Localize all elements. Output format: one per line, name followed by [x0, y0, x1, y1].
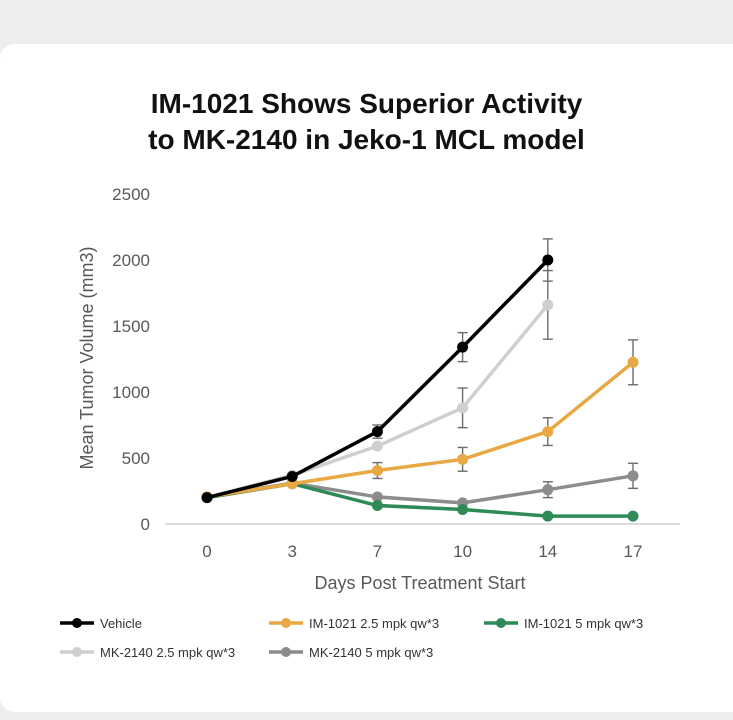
legend-item: IM-1021 2.5 mpk qw*3 [269, 616, 439, 631]
series-4 [201, 462, 639, 509]
legend-item: MK-2140 5 mpk qw*3 [269, 645, 433, 660]
legend-swatch-marker [496, 618, 506, 628]
series-layer [201, 238, 639, 522]
series-line [206, 360, 635, 499]
data-point [371, 500, 383, 512]
data-point [457, 341, 469, 353]
data-point [286, 470, 298, 482]
x-tick-label: 10 [453, 542, 472, 561]
data-point [371, 426, 383, 438]
y-tick-label: 2500 [112, 185, 150, 204]
legend-swatch-marker [72, 647, 82, 657]
series-1 [201, 339, 639, 503]
y-axis-ticks: 0 500 1000 1500 2000 2500 [112, 185, 150, 534]
y-tick-label: 0 [141, 515, 150, 534]
legend-label: MK-2140 5 mpk qw*3 [309, 645, 433, 660]
x-tick-label: 17 [624, 542, 643, 561]
data-point [542, 254, 554, 266]
data-point [201, 492, 213, 504]
legend-label: IM-1021 2.5 mpk qw*3 [309, 616, 439, 631]
chart-card [0, 44, 733, 712]
data-point [627, 510, 639, 522]
y-tick-label: 500 [122, 449, 150, 468]
chart-title-line-2: to MK-2140 in Jeko-1 MCL model [148, 124, 585, 155]
data-point [542, 484, 554, 496]
data-point [627, 356, 639, 368]
x-tick-label: 0 [202, 542, 211, 561]
data-point [627, 470, 639, 482]
y-tick-label: 1500 [112, 317, 150, 336]
legend: Vehicle IM-1021 2.5 mpk qw*3 IM-1021 5 mpk… [60, 616, 643, 660]
data-point [457, 503, 469, 515]
x-tick-label: 14 [538, 542, 557, 561]
legend-item: MK-2140 2.5 mpk qw*3 [60, 645, 235, 660]
legend-swatch-marker [72, 618, 82, 628]
chart-title-line-1: IM-1021 Shows Superior Activity [150, 88, 583, 119]
data-point [542, 426, 554, 438]
legend-label: IM-1021 5 mpk qw*3 [524, 616, 643, 631]
data-point [542, 299, 554, 311]
data-point [371, 465, 383, 477]
y-tick-label: 2000 [112, 251, 150, 270]
data-point [457, 453, 469, 465]
data-point [542, 510, 554, 522]
y-tick-label: 1000 [112, 383, 150, 402]
x-tick-label: 3 [287, 542, 296, 561]
y-axis-title: Mean Tumor Volume (mm3) [77, 246, 97, 469]
data-point [371, 491, 383, 503]
x-axis-ticks: 0 3 7 10 14 17 [202, 542, 642, 561]
legend-label: MK-2140 2.5 mpk qw*3 [100, 645, 235, 660]
legend-item: Vehicle [60, 616, 142, 631]
legend-swatch-marker [281, 618, 291, 628]
x-axis-title: Days Post Treatment Start [314, 573, 525, 593]
chart-title: IM-1021 Shows Superior Activity to MK-21… [0, 86, 733, 158]
data-point [457, 402, 469, 414]
legend-label: Vehicle [100, 616, 142, 631]
legend-item: IM-1021 5 mpk qw*3 [484, 616, 643, 631]
data-point [371, 440, 383, 452]
x-tick-label: 7 [373, 542, 382, 561]
series-0 [201, 238, 554, 504]
legend-swatch-marker [281, 647, 291, 657]
